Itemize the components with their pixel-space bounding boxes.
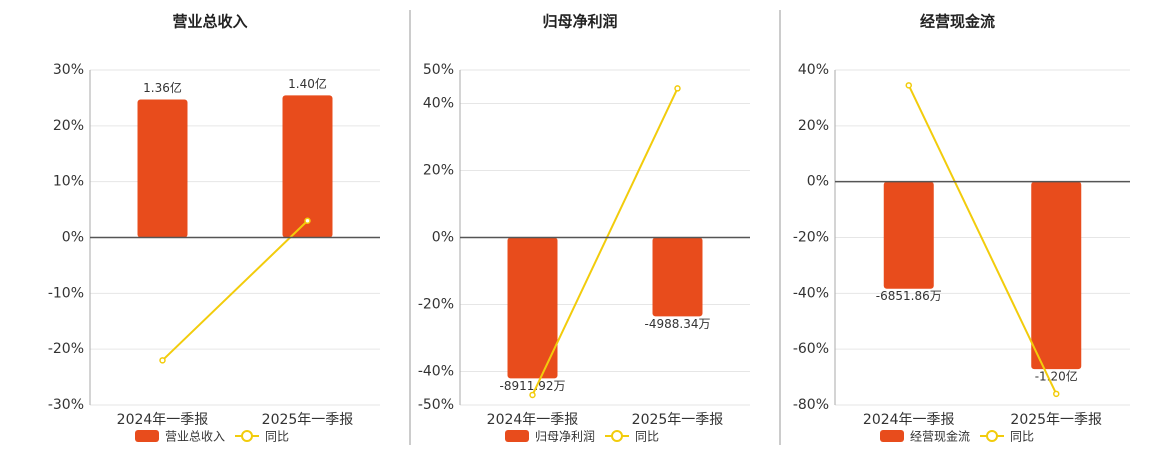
y-tick-label: -50% — [418, 397, 454, 413]
x-tick-label: 2025年一季报 — [262, 412, 354, 428]
legend-swatch — [505, 430, 529, 442]
legend-point — [241, 430, 253, 442]
bar — [652, 237, 703, 317]
value-label: 1.36亿 — [143, 80, 182, 95]
legend-label: 营业总收入 — [165, 430, 225, 444]
y-tick-label: 50% — [423, 62, 454, 78]
x-tick-label: 2024年一季报 — [117, 412, 209, 428]
y-tick-label: 20% — [798, 118, 829, 134]
value-label: -1.20亿 — [1035, 369, 1078, 384]
y-tick-label: -20% — [418, 297, 454, 313]
legend-label: 同比 — [635, 430, 659, 444]
line — [907, 84, 1058, 395]
value-label: -6851.86万 — [876, 289, 942, 303]
y-tick-label: 0% — [432, 230, 454, 246]
point — [1053, 390, 1060, 398]
y-tick-label: 20% — [423, 163, 454, 179]
legend-label: 经营现金流 — [910, 429, 970, 444]
y-tick-label: -60% — [793, 341, 829, 357]
chart-title: 营业总收入 — [172, 13, 247, 31]
bar — [883, 181, 934, 289]
x-tick-label: 2025年一季报 — [632, 412, 724, 428]
legend-label: 归母净利润 — [535, 430, 595, 444]
value-label: -4988.34万 — [645, 317, 711, 331]
point — [905, 82, 912, 89]
x-tick-label: 2024年一季报 — [863, 412, 955, 428]
point — [159, 357, 166, 364]
value-label: 1.40亿 — [288, 76, 327, 91]
y-tick-label: 10% — [53, 174, 84, 190]
point — [529, 391, 536, 399]
y-tick-label: -30% — [48, 397, 84, 413]
bar — [507, 237, 558, 379]
legend-point — [986, 430, 998, 442]
legend-point — [611, 430, 623, 442]
bar — [282, 95, 333, 238]
y-tick-label: 30% — [53, 62, 84, 78]
point — [304, 217, 311, 224]
chart-title: 归母净利润 — [542, 13, 617, 31]
point — [674, 85, 681, 92]
x-tick-label: 2025年一季报 — [1010, 412, 1102, 428]
y-tick-label: 40% — [423, 96, 454, 112]
y-tick-label: -10% — [48, 285, 84, 301]
line — [531, 87, 679, 396]
chart-title: 经营现金流 — [920, 13, 995, 31]
y-tick-label: 0% — [62, 230, 84, 246]
x-tick-label: 2024年一季报 — [487, 412, 579, 428]
bar — [1031, 181, 1082, 370]
y-tick-label: 20% — [53, 118, 84, 134]
y-tick-label: 40% — [798, 62, 829, 78]
y-tick-label: 0% — [807, 174, 829, 190]
value-label: -8911.92万 — [500, 379, 566, 393]
bar — [137, 99, 188, 238]
legend-label: 同比 — [1010, 430, 1034, 444]
line — [161, 220, 309, 362]
y-tick-label: -20% — [48, 341, 84, 357]
y-tick-label: -40% — [418, 364, 454, 380]
legend-swatch — [880, 430, 904, 442]
y-tick-label: -20% — [793, 230, 829, 246]
legend-label: 同比 — [265, 430, 289, 444]
legend-swatch — [135, 430, 159, 442]
y-tick-label: -40% — [793, 285, 829, 301]
y-tick-label: -80% — [793, 397, 829, 413]
